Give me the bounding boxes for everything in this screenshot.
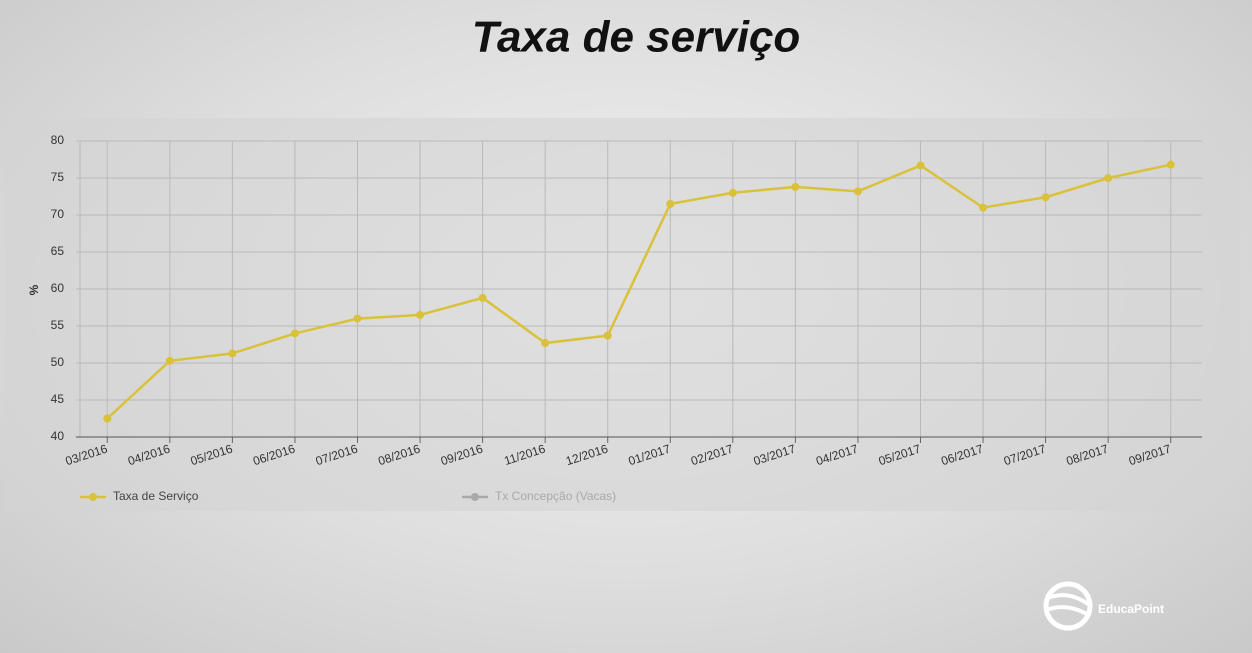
legend-label: Tx Concepção (Vacas): [495, 489, 616, 503]
y-tick-label: 65: [51, 244, 65, 258]
logo-swoosh: [1045, 593, 1092, 618]
y-tick-label: 75: [51, 170, 65, 184]
data-point: [603, 331, 612, 340]
data-point: [728, 188, 737, 197]
y-tick-label: 80: [51, 133, 65, 147]
y-tick-label: 60: [51, 281, 65, 295]
chart-title: Taxa de serviço: [472, 13, 801, 62]
data-point: [103, 414, 112, 423]
y-tick-label: 50: [51, 355, 65, 369]
data-point: [791, 182, 800, 191]
data-point: [916, 161, 925, 170]
legend-label: Taxa de Serviço: [113, 489, 199, 503]
legend-marker: [89, 493, 97, 501]
logo-icon: [1043, 581, 1093, 631]
data-point: [853, 187, 862, 196]
data-point: [353, 314, 362, 323]
series-line: [106, 163, 1171, 420]
y-tick-label: 45: [51, 392, 65, 406]
data-point: [478, 293, 487, 302]
data-point: [416, 310, 425, 319]
data-point: [979, 203, 988, 212]
data-point: [1041, 193, 1050, 202]
data-point: [290, 329, 299, 338]
data-point: [1104, 174, 1113, 182]
y-tick-label: 40: [51, 429, 65, 443]
data-point: [228, 349, 237, 358]
data-point: [165, 356, 174, 365]
legend-marker: [471, 493, 479, 501]
chart-panel: [5, 118, 1240, 511]
logo: EducaPoint: [1043, 581, 1164, 631]
y-axis-label: %: [27, 284, 41, 295]
data-point: [1166, 160, 1175, 169]
logo-text: EducaPoint: [1098, 602, 1164, 616]
data-point: [541, 339, 550, 348]
y-tick-label: 55: [51, 318, 65, 332]
y-tick-label: 70: [51, 207, 65, 221]
data-point: [666, 199, 675, 208]
